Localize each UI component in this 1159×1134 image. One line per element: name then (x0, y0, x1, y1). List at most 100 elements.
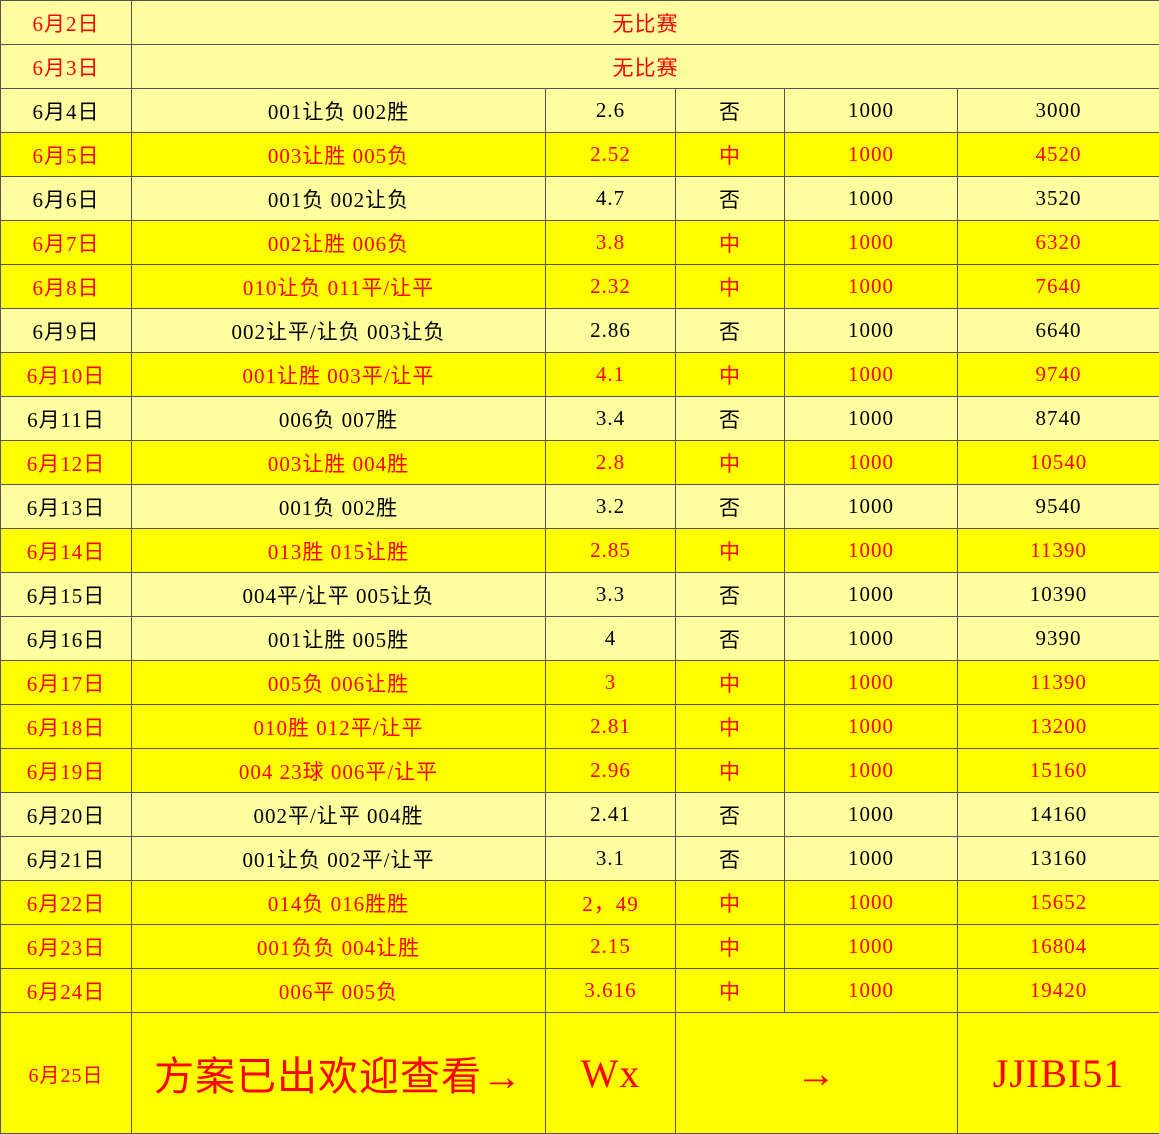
table-cell: 013胜 015让胜 (132, 529, 546, 573)
table-cell: 否 (676, 309, 785, 353)
table-cell: 3.616 (546, 969, 676, 1013)
date-cell: 6月18日 (1, 705, 132, 749)
table-cell: 3520 (958, 177, 1159, 221)
table-cell: 4.7 (546, 177, 676, 221)
table-cell: 2.32 (546, 265, 676, 309)
date-cell: 6月4日 (1, 89, 132, 133)
table-cell: 1000 (785, 617, 958, 661)
table-cell: 2.8 (546, 441, 676, 485)
table-cell: 4.1 (546, 353, 676, 397)
table-cell: 2.6 (546, 89, 676, 133)
date-cell: 6月2日 (1, 1, 132, 45)
table-cell: 1000 (785, 837, 958, 881)
table-cell: 1000 (785, 353, 958, 397)
table-cell: 2.52 (546, 133, 676, 177)
table-cell: 2，49 (546, 881, 676, 925)
table-cell: 2.41 (546, 793, 676, 837)
table-cell: 中 (676, 265, 785, 309)
table-cell: 004平/让平 005让负 (132, 573, 546, 617)
table-cell: 否 (676, 89, 785, 133)
table-cell: 1000 (785, 133, 958, 177)
date-cell: 6月12日 (1, 441, 132, 485)
table-cell: 1000 (785, 529, 958, 573)
table-cell: 10540 (958, 441, 1159, 485)
date-cell: 6月25日 (1, 1013, 132, 1134)
date-cell: 6月17日 (1, 661, 132, 705)
table-cell: 003让胜 004胜 (132, 441, 546, 485)
table-cell: JJIBI51 (958, 1013, 1159, 1134)
table-cell: 4520 (958, 133, 1159, 177)
table-cell: 3.8 (546, 221, 676, 265)
table-cell: 014负 016胜胜 (132, 881, 546, 925)
date-cell: 6月16日 (1, 617, 132, 661)
table-cell: 1000 (785, 705, 958, 749)
table-cell: 无比赛 (132, 45, 1159, 89)
table-cell: 005负 006让胜 (132, 661, 546, 705)
date-cell: 6月10日 (1, 353, 132, 397)
table-cell: 006平 005负 (132, 969, 546, 1013)
table-cell: 006负 007胜 (132, 397, 546, 441)
table-cell: 1000 (785, 441, 958, 485)
table-cell: 11390 (958, 529, 1159, 573)
table-cell: 3.2 (546, 485, 676, 529)
table-cell: 7640 (958, 265, 1159, 309)
table-cell: 2.81 (546, 705, 676, 749)
table-cell: 1000 (785, 309, 958, 353)
table-cell: 1000 (785, 925, 958, 969)
table-cell: 中 (676, 661, 785, 705)
table-cell: 中 (676, 133, 785, 177)
table-cell: 1000 (785, 397, 958, 441)
date-cell: 6月19日 (1, 749, 132, 793)
table-cell: 3.4 (546, 397, 676, 441)
table-cell: 003让胜 005负 (132, 133, 546, 177)
table-cell: 002让平/让负 003让负 (132, 309, 546, 353)
table-cell: 14160 (958, 793, 1159, 837)
table-cell: → (676, 1013, 958, 1134)
table-cell: 4 (546, 617, 676, 661)
table-cell: 2.85 (546, 529, 676, 573)
table-cell: 否 (676, 397, 785, 441)
table-cell: 11390 (958, 661, 1159, 705)
table-cell: 1000 (785, 573, 958, 617)
table-cell: 1000 (785, 793, 958, 837)
table-cell: 9390 (958, 617, 1159, 661)
table-cell: 3.3 (546, 573, 676, 617)
table-cell: 中 (676, 881, 785, 925)
table-cell: 中 (676, 529, 785, 573)
table-cell: 001负 002胜 (132, 485, 546, 529)
table-cell: 3000 (958, 89, 1159, 133)
table-cell: 2.86 (546, 309, 676, 353)
date-cell: 6月22日 (1, 881, 132, 925)
date-cell: 6月7日 (1, 221, 132, 265)
table-cell: 6640 (958, 309, 1159, 353)
date-cell: 6月23日 (1, 925, 132, 969)
table-cell: 否 (676, 837, 785, 881)
table-cell: 1000 (785, 265, 958, 309)
date-cell: 6月21日 (1, 837, 132, 881)
table-cell: 001让负 002胜 (132, 89, 546, 133)
table-cell: 否 (676, 177, 785, 221)
table-cell: 010胜 012平/让平 (132, 705, 546, 749)
table-cell: 1000 (785, 661, 958, 705)
table-cell: 否 (676, 573, 785, 617)
table-cell: 6320 (958, 221, 1159, 265)
table-cell: 9740 (958, 353, 1159, 397)
table-cell: 2.96 (546, 749, 676, 793)
